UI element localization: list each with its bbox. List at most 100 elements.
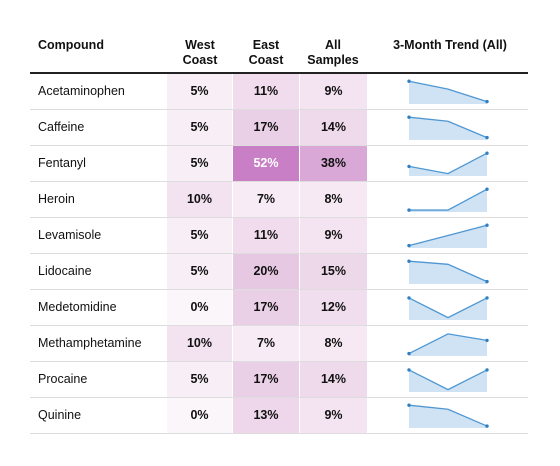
west-coast-value: 5% <box>167 254 232 290</box>
row-divider <box>30 361 528 362</box>
all-samples-value: 38% <box>300 146 367 182</box>
all-samples-value: 14% <box>300 362 367 398</box>
row-divider <box>30 145 528 146</box>
sparkline-point <box>407 403 411 407</box>
trend-sparkline <box>407 403 489 428</box>
east-coast-value: 17% <box>233 110 299 146</box>
sparkline-point <box>407 79 411 83</box>
table-row: Heroin 10% 7% 8% <box>30 182 528 218</box>
row-divider <box>30 289 528 290</box>
sparkline-point <box>485 279 489 284</box>
east-coast-value: 13% <box>233 398 299 434</box>
sparkline-point <box>485 424 489 428</box>
row-divider <box>30 253 528 254</box>
east-coast-value: 7% <box>233 326 299 362</box>
table-row: Lidocaine 5% 20% 15% <box>30 254 528 290</box>
header-east-coast: East Coast <box>233 38 299 68</box>
trend-sparkline <box>407 296 489 320</box>
compound-name: Levamisole <box>38 228 102 242</box>
sparkline-point <box>407 351 411 356</box>
sparkline-area <box>409 369 487 392</box>
sparkline-area <box>409 405 487 428</box>
west-coast-value: 5% <box>167 110 232 146</box>
header-divider <box>30 72 528 74</box>
sparkline-point <box>407 208 411 212</box>
table-header: Compound West Coast East Coast All Samples … <box>30 34 528 72</box>
row-divider <box>30 433 528 434</box>
table-row: Caffeine 5% 17% 14% <box>30 110 528 146</box>
east-coast-value: 20% <box>233 254 299 290</box>
compound-name: Medetomidine <box>38 300 117 314</box>
trend-sparkline <box>407 187 489 212</box>
sparkline-line <box>408 80 488 103</box>
table-row: Medetomidine 0% 17% 12% <box>30 290 528 326</box>
west-coast-value: 10% <box>167 326 232 362</box>
west-coast-value: 5% <box>167 362 232 398</box>
east-coast-value: 11% <box>233 218 299 254</box>
header-trend: 3-Month Trend (All) <box>393 38 507 52</box>
header-all-samples: All Samples <box>299 38 367 68</box>
compound-name: Quinine <box>38 408 82 422</box>
sparkline-area <box>409 153 487 176</box>
west-coast-value: 5% <box>167 146 232 182</box>
sparkline-point <box>485 223 489 227</box>
header-west-line2: Coast <box>182 53 218 67</box>
table-row: Acetaminophen 5% 11% 9% <box>30 74 528 110</box>
sparkline-point <box>485 151 489 155</box>
sparkline-point <box>407 296 411 300</box>
sparkline-line <box>409 188 488 211</box>
sparkline-line <box>408 116 488 139</box>
compound-name: Lidocaine <box>38 264 92 278</box>
all-samples-value: 9% <box>300 218 367 254</box>
all-samples-value: 14% <box>300 110 367 146</box>
compound-name: Acetaminophen <box>38 84 125 98</box>
trend-sparkline <box>407 115 489 140</box>
west-coast-value: 10% <box>167 182 232 218</box>
sparkline-line <box>408 152 488 175</box>
sparkline-point <box>485 135 489 140</box>
east-coast-value: 11% <box>233 74 299 110</box>
header-compound: Compound <box>38 38 104 52</box>
row-divider <box>30 109 528 110</box>
sparkline-point <box>407 164 411 169</box>
compound-name: Methamphetamine <box>38 336 142 350</box>
row-divider <box>30 217 528 218</box>
sparkline-area <box>409 333 487 356</box>
sparkline-line <box>408 404 488 427</box>
sparkline-point <box>407 115 411 119</box>
trend-sparkline <box>407 333 489 356</box>
header-west-coast: West Coast <box>168 38 232 68</box>
header-west-line1: West <box>185 38 215 52</box>
header-east-line2: Coast <box>248 53 284 67</box>
header-all-line1: All <box>325 38 341 52</box>
all-samples-value: 15% <box>300 254 367 290</box>
west-coast-value: 0% <box>167 290 232 326</box>
east-coast-value: 7% <box>233 182 299 218</box>
trend-sparkline <box>407 79 489 104</box>
sparkline-area <box>409 261 487 284</box>
compound-name: Heroin <box>38 192 75 206</box>
sparkline-point <box>407 259 411 263</box>
table-row: Procaine 5% 17% 14% <box>30 362 528 398</box>
west-coast-value: 5% <box>167 218 232 254</box>
compound-name: Caffeine <box>38 120 85 134</box>
row-divider <box>30 181 528 182</box>
row-divider <box>30 325 528 326</box>
sparkline-point <box>485 296 489 300</box>
sparkline-area <box>409 81 487 104</box>
trend-sparkline <box>407 368 489 392</box>
east-coast-value: 17% <box>233 290 299 326</box>
trend-sparkline <box>407 223 489 248</box>
all-samples-value: 9% <box>300 74 367 110</box>
west-coast-value: 5% <box>167 74 232 110</box>
east-coast-value: 17% <box>233 362 299 398</box>
table-row: Methamphetamine 10% 7% 8% <box>30 326 528 362</box>
sparkline-point <box>485 99 489 104</box>
sparkline-line <box>408 333 488 355</box>
all-samples-value: 8% <box>300 326 367 362</box>
sparkline-area <box>409 297 487 320</box>
sparkline-point <box>485 368 489 372</box>
trend-sparkline <box>407 259 489 284</box>
compound-name: Procaine <box>38 372 88 386</box>
sparkline-line <box>408 224 488 247</box>
